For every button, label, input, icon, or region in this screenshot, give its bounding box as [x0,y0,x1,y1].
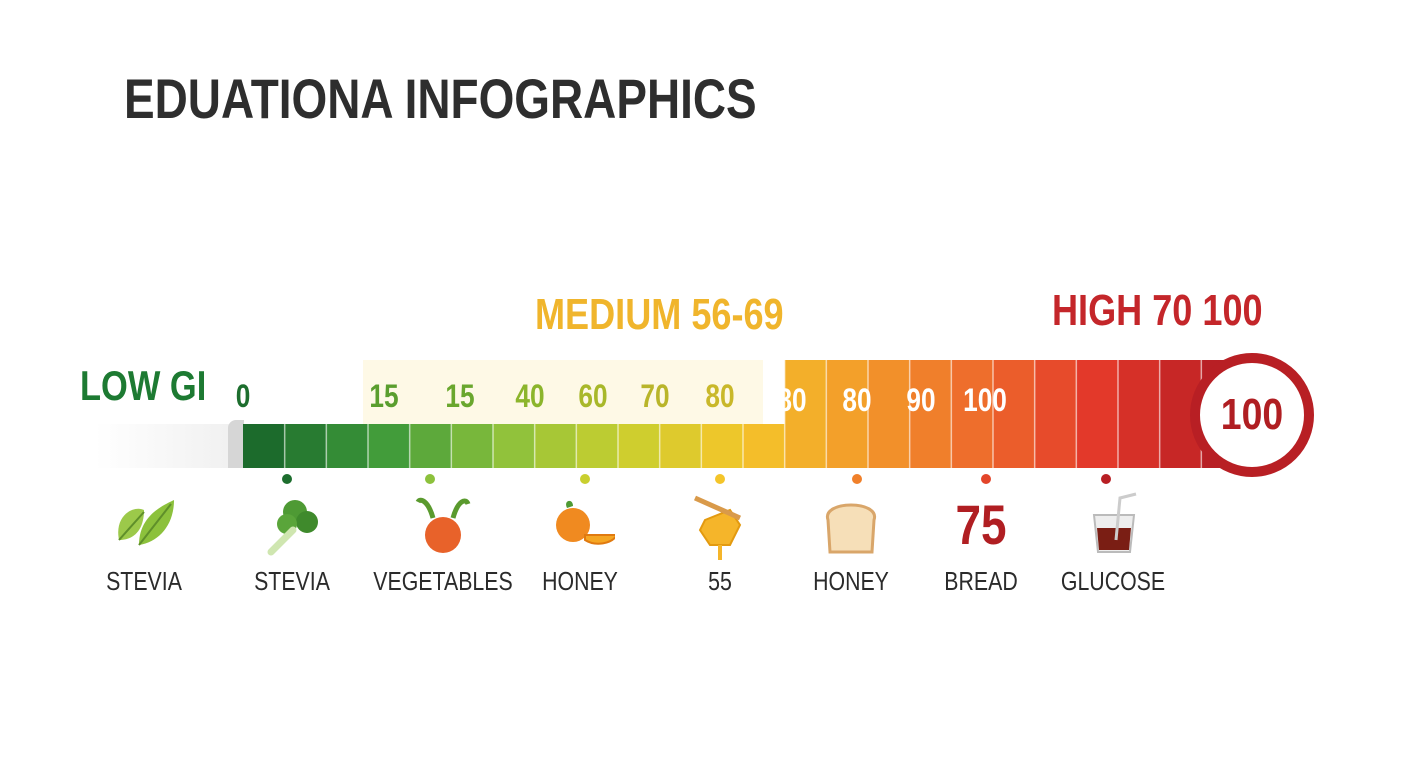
bar-segment [743,424,786,468]
item-label: HONEY [542,566,618,596]
scale-number: 90 [906,382,936,418]
marker-dot [425,474,435,484]
marker-dot [1101,474,1111,484]
bar-segment [868,360,911,468]
bar-segment [284,424,327,468]
low-band [95,424,235,468]
bar-segment [1118,360,1161,468]
bar-highlight [363,360,763,424]
item-value: 75 [955,493,1007,556]
scale-number: 40 [515,378,545,414]
scale-number: 80 [705,378,735,414]
marker-dot [282,474,292,484]
low-gi-label: LOW GI [80,362,207,409]
bar-segment [618,424,661,468]
bar-segment [826,360,869,468]
scale-number: 60 [578,378,608,414]
marker-dot [715,474,725,484]
page-title: EDUATIONA INFOGRAPHICS [124,67,757,130]
scale-number: 15 [369,378,399,414]
bar-segment [326,424,369,468]
item-label: 55 [708,566,732,596]
leaves-icon [109,490,179,560]
bar-segment [243,424,286,468]
item-label: VEGETABLES [373,566,513,596]
bar-segment [1076,360,1119,468]
marker-dot [981,474,991,484]
bar-cap [228,420,244,468]
orange-icon [545,490,619,560]
bar-segment [784,360,827,468]
bar-segment [951,360,994,468]
carrot-icon [408,490,478,560]
bar-segment [409,424,452,468]
scale-number: 0 [235,378,251,414]
bar-segment [576,424,619,468]
bar-segment [493,424,536,468]
scale-number: 80 [777,382,807,418]
medium-gi-label: MEDIUM 56-69 [535,290,784,339]
bar-segment [701,424,744,468]
marker-dot [580,474,590,484]
item-label: HONEY [813,566,889,596]
high-gi-label: HIGH 70 100 [1052,286,1263,335]
marker-dot [852,474,862,484]
honey-dipper-icon [685,490,755,560]
bar-segment [909,360,952,468]
bar-segment [451,424,494,468]
scale-number: 70 [640,378,670,414]
item-label: BREAD [944,566,1018,596]
scale-number: 80 [842,382,872,418]
bread-icon [816,490,886,560]
bar-segment [1034,360,1077,468]
gi-scale-bar [243,360,1243,468]
scale-number: 15 [445,378,475,414]
bar-segment [534,424,577,468]
item-label: STEVIA [106,566,182,596]
glucose-drink-icon [1078,490,1148,560]
bar-segment [368,424,411,468]
bar-segment [659,424,702,468]
broccoli-icon [257,490,327,560]
bar-segment [993,360,1036,468]
item-label: STEVIA [254,566,330,596]
end-badge: 100 [1190,353,1314,477]
scale-number: 100 [963,382,1007,418]
item-label: GLUCOSE [1060,566,1166,596]
